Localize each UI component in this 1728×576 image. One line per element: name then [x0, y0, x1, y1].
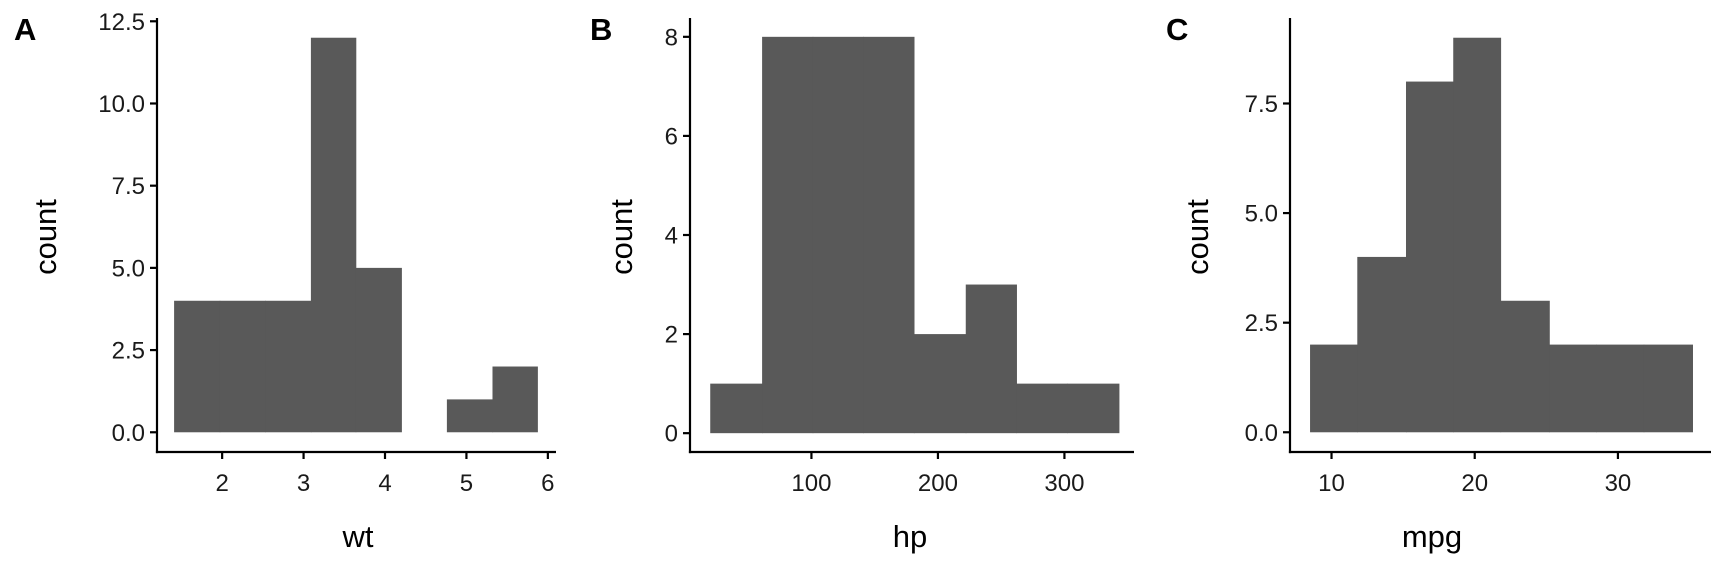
panel-b-y-tick-label-2: 4	[665, 223, 678, 250]
panel-a-x-tick-label-0: 2	[215, 470, 228, 497]
panel-b-y-tick-label-1: 2	[665, 322, 678, 349]
panel-c-bar-1	[1357, 256, 1407, 433]
panel-b-x-tick-label-0: 100	[791, 470, 831, 497]
panel-a-y-tick-label-2: 5.0	[112, 255, 145, 282]
panel-b-y-tick-label-3: 6	[665, 123, 678, 150]
panel-c-tag: C	[1166, 12, 1188, 47]
panel-a-x-axis-title: wt	[342, 519, 374, 554]
panel-c-bar-6	[1596, 344, 1645, 433]
panel-c-bar-0	[1310, 344, 1358, 433]
panel-a-y-tick-label-1: 2.5	[112, 338, 145, 365]
panel-a-y-axis-title: count	[28, 199, 63, 275]
panel-b-bar-0	[710, 383, 763, 434]
panel-c-x-axis-title: mpg	[1402, 519, 1462, 554]
panel-c-bars	[1310, 37, 1693, 433]
panel-b-bar-5	[965, 284, 1017, 434]
panel-b-x-tick-label-2: 300	[1044, 470, 1084, 497]
panel-a-x-tick-label-3: 5	[460, 470, 473, 497]
panel-c-bar-3	[1453, 37, 1502, 433]
panel-c-bar-7	[1643, 344, 1693, 433]
panel-b-axes: 0 2 4 6 8 100 200 300	[665, 18, 1134, 497]
panel-a-bar-3	[310, 37, 357, 433]
panel-c-bar-4	[1500, 300, 1550, 433]
panel-c-mpg-histogram: C 0.0 2.5 5.0 7.5 10 20 30 mpg count	[1166, 12, 1711, 554]
panel-a-wt-histogram: A 0.0 2.5 5.0 7.5 10.0 12.5 2 3 4 5 6 wt count	[14, 9, 556, 554]
panel-a-x-tick-label-4: 6	[541, 470, 554, 497]
panel-b-tag: B	[590, 12, 612, 47]
panel-b-y-tick-label-0: 0	[665, 421, 678, 448]
panel-a-bar-4	[355, 267, 402, 433]
panel-b-bar-4	[913, 334, 967, 434]
panel-b-hp-histogram: B 0 2 4 6 8 100 200 300 hp count	[590, 12, 1134, 554]
panel-b-bar-1	[762, 36, 814, 434]
panel-b-bar-6	[1016, 383, 1068, 434]
panel-b-y-axis-title: count	[604, 199, 639, 275]
panel-a-bar-2	[265, 300, 312, 433]
panel-a-tag: A	[14, 12, 36, 47]
panel-c-x-tick-label-2: 30	[1605, 470, 1632, 497]
panel-a-bar-0	[174, 300, 221, 433]
panel-a-bars	[174, 37, 538, 433]
panel-a-bar-6	[446, 399, 494, 433]
panel-a-y-tick-label-5: 12.5	[98, 9, 145, 36]
panel-b-x-tick-label-1: 200	[918, 470, 958, 497]
panel-c-x-tick-label-0: 10	[1318, 470, 1345, 497]
panel-c-bar-5	[1549, 344, 1598, 433]
panel-c-y-tick-label-1: 2.5	[1245, 310, 1278, 337]
panel-c-x-tick-label-1: 20	[1461, 470, 1488, 497]
panel-a-y-tick-label-0: 0.0	[112, 420, 145, 447]
panel-b-y-tick-label-4: 8	[665, 24, 678, 51]
panel-c-y-tick-label-3: 7.5	[1245, 91, 1278, 118]
panel-a-axes: 0.0 2.5 5.0 7.5 10.0 12.5 2 3 4 5 6	[98, 9, 556, 497]
panel-a-bar-7	[492, 366, 538, 433]
panel-c-y-axis-title: count	[1180, 199, 1215, 275]
panel-b-bar-3	[863, 36, 915, 434]
panel-a-x-tick-label-2: 4	[378, 470, 391, 497]
panel-c-axes: 0.0 2.5 5.0 7.5 10 20 30	[1245, 18, 1711, 497]
panel-a-y-tick-label-3: 7.5	[112, 173, 145, 200]
panel-b-bar-7	[1066, 383, 1120, 434]
panel-c-y-tick-label-2: 5.0	[1245, 201, 1278, 228]
panel-c-y-tick-label-0: 0.0	[1245, 420, 1278, 447]
panel-c-bar-2	[1405, 81, 1454, 433]
panel-a-x-tick-label-1: 3	[297, 470, 310, 497]
panel-b-x-axis-title: hp	[893, 519, 927, 554]
panel-b-bar-2	[812, 36, 864, 434]
panel-a-bar-1	[219, 300, 266, 433]
panel-a-y-tick-label-4: 10.0	[98, 91, 145, 118]
panel-b-bars	[710, 36, 1120, 434]
